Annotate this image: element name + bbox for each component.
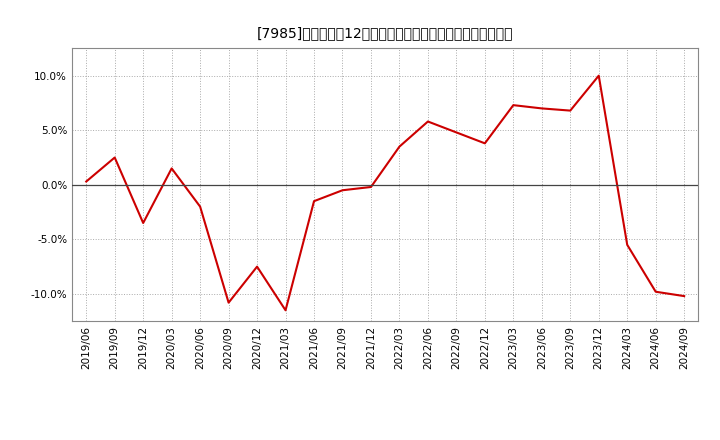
Title: [7985]　売上高の12か月移動合計の対前年同期増減率の推移: [7985] 売上高の12か月移動合計の対前年同期増減率の推移 (257, 26, 513, 40)
